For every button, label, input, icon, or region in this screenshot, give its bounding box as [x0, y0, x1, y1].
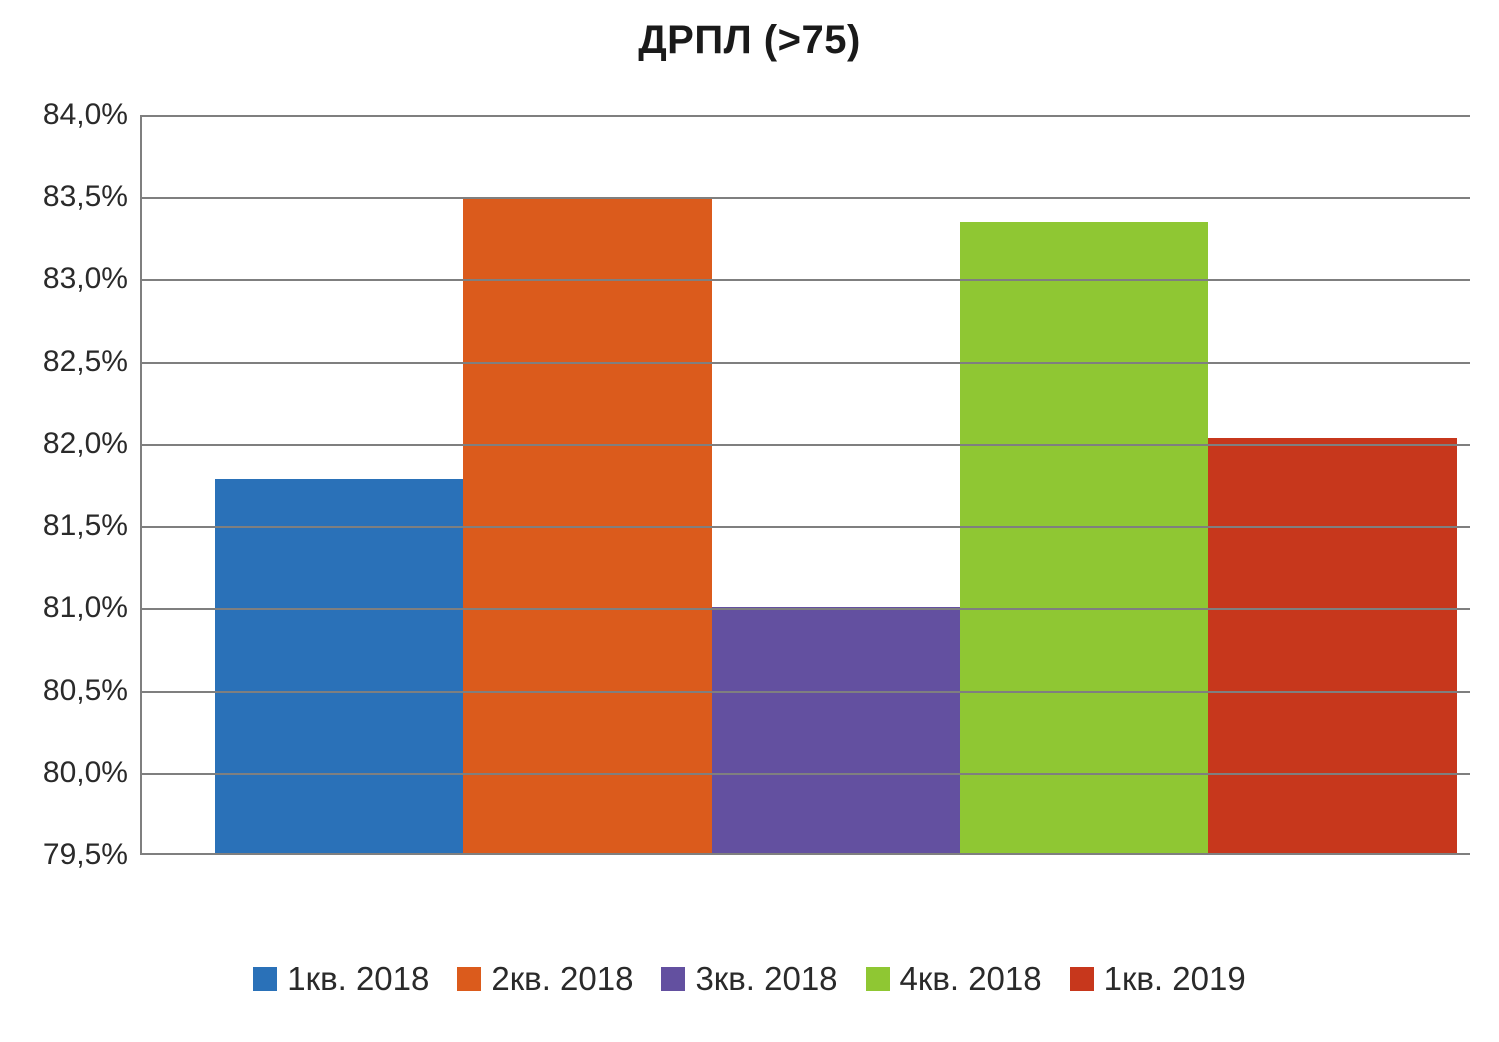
chart-container: ДРПЛ (>75) 79,5%80,0%80,5%81,0%81,5%82,0… — [0, 0, 1499, 1042]
y-tick-label: 80,5% — [43, 674, 142, 708]
y-tick-label: 80,0% — [43, 756, 142, 790]
gridline — [142, 608, 1470, 610]
y-tick-label: 81,0% — [43, 591, 142, 625]
y-tick-label: 83,0% — [43, 262, 142, 296]
gridline — [142, 362, 1470, 364]
legend-label: 2кв. 2018 — [491, 960, 633, 998]
bar — [1208, 438, 1456, 853]
y-tick-label: 82,0% — [43, 427, 142, 461]
y-tick-label: 81,5% — [43, 509, 142, 543]
legend-swatch — [661, 967, 685, 991]
legend-item: 4кв. 2018 — [866, 960, 1042, 998]
gridline — [142, 691, 1470, 693]
legend-label: 1кв. 2018 — [287, 960, 429, 998]
plot-container: 79,5%80,0%80,5%81,0%81,5%82,0%82,5%83,0%… — [140, 115, 1470, 855]
y-tick-label: 84,0% — [43, 98, 142, 132]
bar — [960, 222, 1208, 853]
legend-item: 2кв. 2018 — [457, 960, 633, 998]
y-tick-label: 79,5% — [43, 838, 142, 872]
legend-label: 3кв. 2018 — [695, 960, 837, 998]
gridline — [142, 444, 1470, 446]
gridline — [142, 773, 1470, 775]
legend-swatch — [457, 967, 481, 991]
bars-layer — [142, 115, 1470, 853]
chart-title: ДРПЛ (>75) — [0, 18, 1499, 63]
legend-swatch — [866, 967, 890, 991]
plot-area: 79,5%80,0%80,5%81,0%81,5%82,0%82,5%83,0%… — [140, 115, 1470, 855]
gridline — [142, 115, 1470, 117]
bar — [463, 197, 711, 853]
gridline — [142, 526, 1470, 528]
gridline — [142, 197, 1470, 199]
legend-item: 3кв. 2018 — [661, 960, 837, 998]
legend-label: 4кв. 2018 — [900, 960, 1042, 998]
y-tick-label: 83,5% — [43, 180, 142, 214]
y-tick-label: 82,5% — [43, 345, 142, 379]
legend-swatch — [1070, 967, 1094, 991]
legend: 1кв. 2018 2кв. 2018 3кв. 2018 4кв. 2018 1кв.… — [0, 960, 1499, 998]
legend-item: 1кв. 2019 — [1070, 960, 1246, 998]
legend-item: 1кв. 2018 — [253, 960, 429, 998]
legend-label: 1кв. 2019 — [1104, 960, 1246, 998]
legend-swatch — [253, 967, 277, 991]
bar — [215, 479, 463, 853]
bar — [712, 607, 960, 853]
gridline — [142, 279, 1470, 281]
